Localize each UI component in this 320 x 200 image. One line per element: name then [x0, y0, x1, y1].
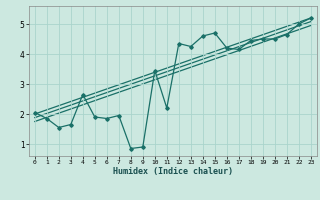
- X-axis label: Humidex (Indice chaleur): Humidex (Indice chaleur): [113, 167, 233, 176]
